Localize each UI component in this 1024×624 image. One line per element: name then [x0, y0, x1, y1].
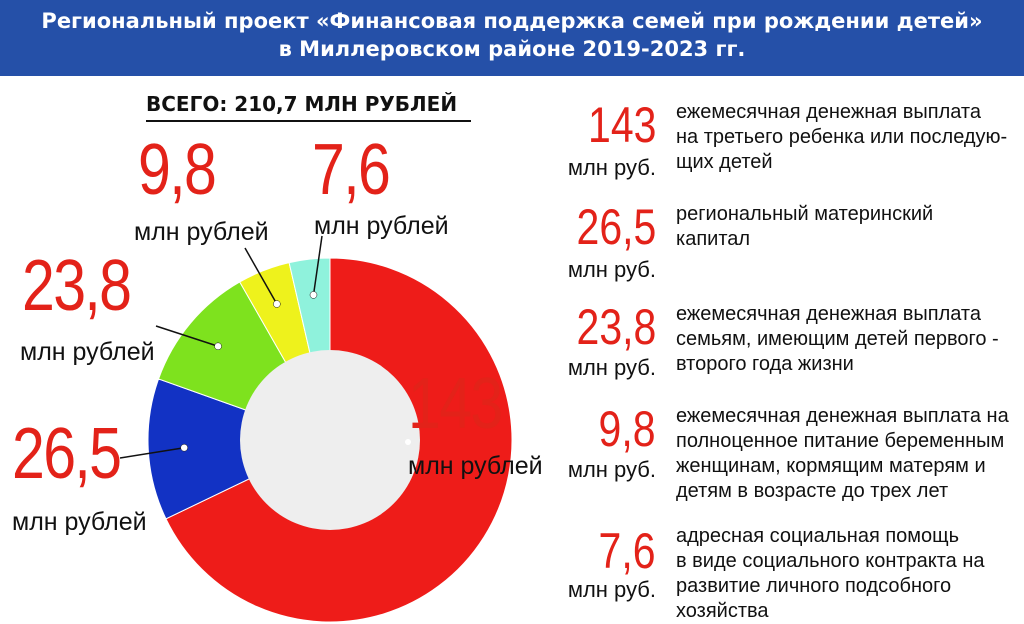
- legend-value: 143: [587, 97, 656, 153]
- header-banner: Региональный проект «Финансовая поддержк…: [0, 0, 1024, 76]
- header-title-line1: Региональный проект «Финансовая поддержк…: [41, 9, 983, 33]
- legend-unit: млн руб.: [567, 577, 656, 602]
- leader-dot: [214, 342, 222, 351]
- legend-text-line: капитал: [676, 228, 751, 250]
- legend-text-line: женщинам, кормящим матерям и: [676, 455, 986, 477]
- label-unit-4: млн рублей: [314, 212, 449, 240]
- donut-hole: [240, 350, 420, 530]
- legend-text-line: второго года жизни: [676, 353, 854, 375]
- legend-text: ежемесячная денежная выплата на третьего…: [676, 100, 1020, 175]
- leader-line: [155, 325, 219, 347]
- legend-value: 26,5: [576, 199, 656, 255]
- label-unit-2: млн рублей: [20, 338, 155, 366]
- total-label: ВСЕГО: 210,7 МЛН РУБЛЕЙ: [146, 92, 458, 116]
- legend-text-line: в виде социального контракта на: [676, 550, 985, 572]
- leader-dot: [309, 291, 318, 299]
- legend-text-line: региональный материнский: [676, 203, 934, 225]
- legend-text-line: щих детей: [676, 151, 773, 173]
- leader-line: [312, 235, 323, 296]
- label-value-2: 23,8: [22, 246, 132, 326]
- legend-text: региональный материнский капитал: [676, 202, 1020, 252]
- legend-value: 7,6: [598, 523, 656, 579]
- legend-text-line: адресная социальная помощь: [676, 525, 960, 547]
- legend-text-line: развитие личного подсобного хозяйства: [676, 575, 952, 622]
- total-underline: [146, 120, 471, 122]
- legend-text-line: детям в возрасте до трех лет: [676, 480, 949, 502]
- leader-line: [119, 446, 185, 459]
- legend-text-line: полноценное питание беременным: [676, 430, 1005, 452]
- label-unit-1: млн рублей: [12, 508, 147, 536]
- legend-text-line: на третьего ребенка или последую-: [676, 126, 1008, 148]
- legend-text: ежемесячная денежная выплата на полноцен…: [676, 404, 1020, 504]
- leader-line: [244, 247, 278, 305]
- legend-text: адресная социальная помощь в виде социал…: [676, 524, 1020, 624]
- legend-unit: млн руб.: [567, 257, 656, 282]
- label-value-0: 143: [408, 364, 503, 444]
- legend-unit: млн руб.: [567, 155, 656, 180]
- legend-text-line: ежемесячная денежная выплата: [676, 303, 981, 325]
- leader-dot: [180, 443, 188, 452]
- legend-text: ежемесячная денежная выплата семьям, име…: [676, 302, 1020, 377]
- label-unit-0: млн рублей: [408, 452, 543, 480]
- legend-text-line: ежемесячная денежная выплата на: [676, 405, 1009, 427]
- leader-dot: [273, 300, 281, 308]
- donut-slice: [147, 378, 332, 520]
- label-unit-3: млн рублей: [134, 218, 269, 246]
- legend-text-line: ежемесячная денежная выплата: [676, 101, 981, 123]
- legend-value: 9,8: [598, 401, 656, 457]
- label-value-3: 9,8: [138, 130, 217, 210]
- legend-unit: млн руб.: [567, 355, 656, 380]
- label-value-1: 26,5: [12, 414, 122, 494]
- header-title-line2: в Миллеровском районе 2019-2023 гг.: [278, 37, 746, 61]
- legend-text-line: семьям, имеющим детей первого -: [676, 328, 999, 350]
- legend-unit: млн руб.: [567, 457, 656, 482]
- legend-value: 23,8: [576, 299, 656, 355]
- leader-dot: [405, 439, 411, 445]
- label-value-4: 7,6: [312, 130, 391, 210]
